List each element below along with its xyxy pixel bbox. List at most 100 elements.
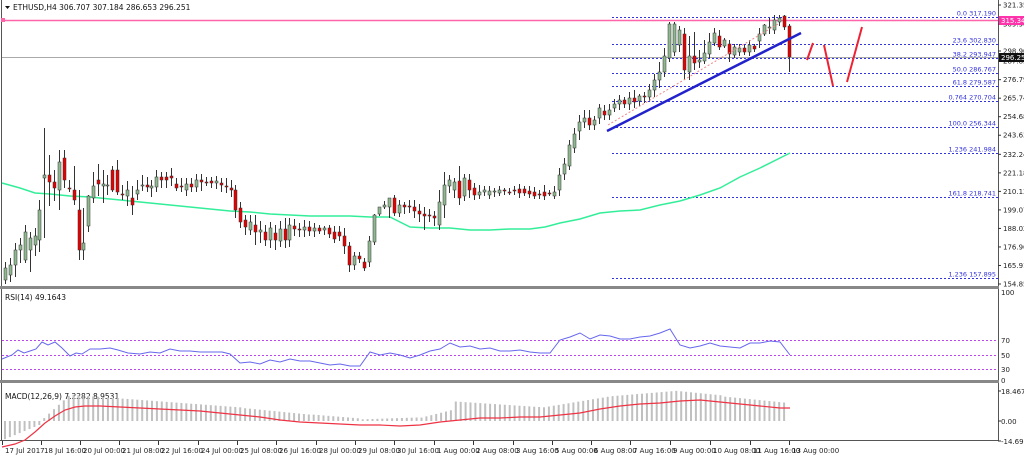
fib-level-label: 50.0 286.767 (953, 66, 996, 74)
bear-candle (457, 180, 462, 199)
bear-candle (174, 183, 179, 189)
bull-candle (477, 191, 482, 196)
time-axis-label: 29 Jul 08:00 (358, 447, 400, 455)
bull-candle (652, 79, 657, 91)
bear-candle (602, 110, 607, 116)
bear-candle (642, 95, 647, 98)
bear-candle (502, 189, 507, 192)
dropdown-triangle-icon[interactable] (5, 6, 10, 9)
fib-level-label: 38.2 293.947 (953, 51, 996, 59)
bear-candle (467, 179, 472, 191)
bear-candle (317, 227, 322, 232)
bear-candle (512, 189, 517, 192)
bear-candle (407, 205, 412, 208)
time-axis-label: 10 Aug 08:00 (713, 447, 760, 455)
price-projection[interactable] (806, 26, 863, 87)
bear-candle (115, 169, 120, 193)
bear-candle (342, 235, 347, 247)
bull-candle (81, 242, 86, 251)
price-axis-label: 298.905 (1003, 48, 1024, 56)
bull-candle (18, 244, 23, 251)
fibonacci-levels[interactable]: 0.0 317.190 23.6 302.830 38.2 293.947 50.0 … (612, 10, 998, 279)
time-axis-label: 2 Aug 08:00 (476, 447, 519, 455)
time-axis-label: 22 Jul 16:00 (161, 447, 203, 455)
macd-pane[interactable]: MACD(12,26,9) 7.2282 8.9531 (1, 390, 790, 448)
bull-candle (377, 206, 382, 215)
bull-candle (3, 267, 8, 281)
rsi-line (1, 328, 791, 367)
bear-candle (283, 228, 288, 241)
bear-candle (110, 169, 115, 191)
bull-candle (149, 185, 154, 189)
pane-separator[interactable] (0, 286, 999, 289)
bear-candle (307, 226, 312, 232)
bull-candle (194, 179, 199, 188)
price-axis-label: 321.350 (1003, 2, 1024, 10)
bull-candle (387, 197, 392, 208)
time-axis-label: 24 Jul 00:00 (201, 447, 243, 455)
time-axis-label: 5 Aug 00:00 (555, 447, 598, 455)
bear-candle (120, 193, 125, 196)
bear-candle (204, 181, 209, 184)
bull-candle (367, 240, 372, 263)
bear-candle (347, 245, 352, 266)
bull-candle (322, 227, 327, 231)
bull-candle (268, 227, 273, 241)
bull-candle (287, 224, 292, 241)
ascending-trendline[interactable] (606, 31, 802, 133)
bull-candle (487, 190, 492, 196)
pane-separator[interactable] (0, 380, 999, 383)
price-axis-label: 199.075 (1003, 206, 1024, 214)
price-axis-label: 188.020 (1003, 225, 1024, 233)
time-axis-label: 9 Aug 00:00 (673, 447, 716, 455)
bear-candle (392, 197, 397, 214)
bull-candle (302, 226, 307, 231)
bull-candle (562, 163, 567, 175)
candlesticks[interactable] (3, 15, 792, 284)
bear-candle (357, 255, 362, 260)
bear-candle (253, 224, 258, 233)
bull-candle (8, 264, 13, 276)
bear-candle (263, 231, 268, 241)
bear-candle (67, 187, 72, 190)
bear-candle (537, 193, 542, 196)
bear-candle (507, 191, 512, 194)
bear-candle (238, 207, 243, 223)
bull-candle (592, 119, 597, 126)
price-axis-label: 221.185 (1003, 169, 1024, 177)
bear-candle (417, 210, 422, 215)
time-axis-label: 3 Aug 16:00 (516, 447, 559, 455)
bull-candle (657, 71, 662, 81)
bear-candle (52, 181, 57, 189)
bear-candle (130, 197, 135, 206)
bear-candle (219, 182, 224, 186)
rsi-pane[interactable]: RSI(14) 49.1643 (1, 293, 998, 370)
bear-candle (527, 190, 532, 195)
bull-candle (672, 23, 677, 53)
bull-candle (42, 174, 47, 179)
rsi-axis-label: 50 (1001, 352, 1010, 360)
bear-candle (547, 192, 552, 195)
fib-level-label: 23.6 302.830 (953, 37, 996, 45)
bull-candle (125, 189, 130, 197)
bull-candle (86, 195, 91, 227)
bear-candle (47, 174, 52, 183)
bull-candle (677, 29, 682, 46)
bear-candle (782, 15, 787, 28)
bull-candle (258, 229, 263, 233)
bull-candle (278, 228, 283, 242)
time-axis-label: 1 Aug 00:00 (437, 447, 480, 455)
fib-level-label: 1.236 157.895 (948, 271, 996, 279)
time-axis-label: 18 Jul 16:00 (44, 447, 86, 455)
bull-candle (101, 183, 106, 187)
bear-candle (517, 188, 522, 194)
bear-candle (159, 176, 164, 181)
bull-candle (582, 117, 587, 123)
bear-candle (752, 45, 757, 50)
time-axis-label: 30 Jul 16:00 (397, 447, 439, 455)
fib-level-label: 61.8 279.587 (953, 79, 996, 87)
bear-candle (233, 189, 238, 211)
macd-axis-label: -14.6909 (1001, 438, 1024, 446)
bear-candle (742, 47, 747, 53)
